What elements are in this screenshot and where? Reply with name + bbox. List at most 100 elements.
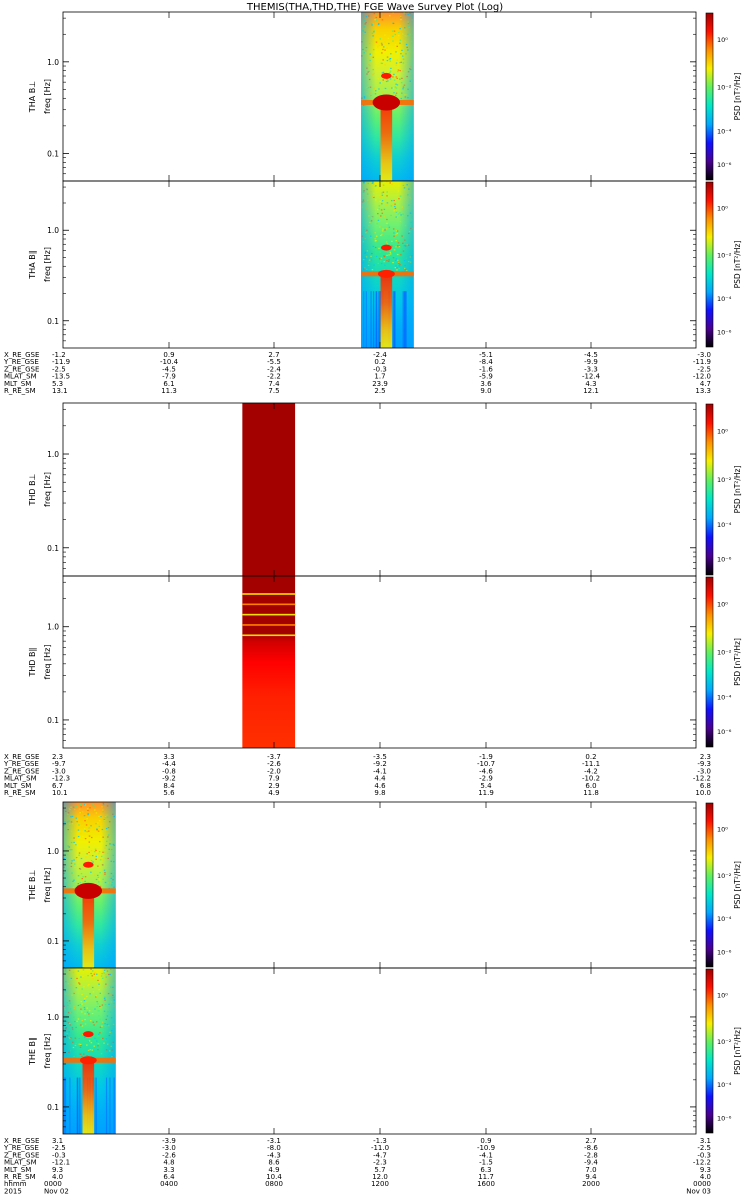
ephemeris-value: 4.6	[374, 782, 386, 790]
ephemeris-value: 12.1	[583, 387, 599, 395]
ephemeris-value: 4.7	[700, 380, 711, 388]
ephemeris-value: 13.3	[695, 387, 711, 395]
resonance-column	[380, 102, 393, 181]
date-label: Nov 03	[686, 1187, 711, 1195]
ephemeris-value: -4.1	[479, 1151, 493, 1159]
ephemeris-value: 9.3	[700, 1166, 711, 1174]
harmonic-peak	[83, 1031, 94, 1038]
colorbar-tick-label: 10⁻²	[717, 83, 732, 91]
colorbar	[705, 181, 714, 348]
ephemeris-value: 6.8	[700, 782, 711, 790]
colorbar-tick-label: 10⁻⁶	[717, 948, 732, 956]
time-tick-label: 0000	[44, 1180, 62, 1188]
resonance-column	[82, 1060, 95, 1134]
ephemeris-value: -3.7	[267, 753, 281, 761]
ephemeris-value: -1.3	[373, 1137, 387, 1145]
ephemeris-value: -11.1	[582, 760, 600, 768]
ephemeris-row-name: MLT_SM	[4, 380, 31, 388]
ephemeris-row-name: Z_RE_GSE	[4, 1151, 39, 1159]
ephemeris-value: -3.3	[584, 365, 598, 373]
ephemeris-value: 4.4	[374, 775, 386, 783]
harmonic-peak	[381, 72, 392, 79]
ephemeris-value: -2.4	[373, 351, 387, 359]
colorbar	[705, 576, 714, 748]
ephemeris-value: -2.5	[697, 365, 711, 373]
colorbar-tick-label: 10⁰	[717, 205, 728, 213]
ephemeris-value: 5.3	[52, 380, 63, 388]
panel-unit-label: freq [Hz]	[43, 79, 52, 114]
ephemeris-value: -1.6	[479, 365, 493, 373]
resonance-peak	[79, 1056, 97, 1065]
time-tick-label: 1200	[371, 1180, 389, 1188]
ephemeris-value: 4.9	[268, 789, 279, 797]
colorbar-tick-label: 10⁻⁴	[717, 915, 732, 923]
ephemeris-value: 8.4	[163, 782, 175, 790]
time-tick-label: 0800	[265, 1180, 283, 1188]
colorbar-label: PSD [nT²/Hz]	[733, 1027, 742, 1075]
ephemeris-value: -4.5	[584, 351, 598, 359]
ephemeris-value: -1.5	[479, 1159, 493, 1167]
ephemeris-value: -1.9	[479, 753, 493, 761]
ephemeris-value: -5.1	[479, 351, 493, 359]
ephemeris-value: -9.3	[697, 760, 711, 768]
panel-frame	[62, 575, 697, 749]
ephemeris-value: 0.2	[374, 358, 385, 366]
ephemeris-value: -10.4	[160, 358, 179, 366]
panel-unit-label: freq [Hz]	[43, 472, 52, 507]
spectrogram-the	[63, 802, 116, 968]
ephemeris-tha: X_RE_GSE -1.2 0.9 2.7 -2.4 -5.1 -4.5 -3.0 Y_RE_G…	[3, 351, 711, 395]
figure-title: THEMIS(THA,THD,THE) FGE Wave Survey Plot…	[246, 2, 503, 13]
ephemeris-value: -11.9	[52, 358, 70, 366]
ephemeris-value: -12.2	[693, 1159, 711, 1167]
colorbar	[705, 802, 714, 968]
ephemeris-value: 10.4	[266, 1173, 282, 1181]
spectral-line	[242, 603, 296, 606]
ephemeris-value: 4.0	[52, 1173, 63, 1181]
colorbar-tick-label: 10⁰	[717, 826, 728, 834]
ephemeris-thd: X_RE_GSE 2.3 3.3 -3.7 -3.5 -1.9 0.2 2.3 Y_RE_GSE…	[3, 753, 711, 797]
ephemeris-value: -2.2	[267, 373, 281, 381]
colorbar-tick-label: 10⁰	[717, 36, 728, 44]
ephemeris-value: -9.2	[162, 775, 176, 783]
y-tick-label: 1.0	[47, 623, 59, 632]
colorbar-tick-label: 10⁰	[717, 428, 728, 436]
spectrogram-the	[63, 968, 116, 1134]
ephemeris-value: 3.3	[163, 1166, 174, 1174]
ephemeris-value: 7.4	[268, 380, 280, 388]
colorbar	[705, 403, 714, 576]
colorbar-tick-label: 10⁻⁶	[717, 556, 732, 564]
ephemeris-value: 7.5	[268, 387, 279, 395]
colorbar-tick-label: 10⁻²	[717, 649, 732, 657]
colorbar	[705, 12, 714, 181]
ephemeris-value: -9.7	[52, 760, 66, 768]
ephemeris-value: -2.5	[52, 365, 66, 373]
ephemeris-row-name: R_RE_SM	[4, 1173, 36, 1181]
ephemeris-value: -3.0	[52, 767, 66, 775]
ephemeris-value: -12.4	[582, 373, 601, 381]
spectral-line	[242, 593, 296, 595]
ephemeris-value: -9.2	[373, 760, 387, 768]
date-label: Nov 02	[44, 1187, 69, 1195]
ephemeris-value: -3.0	[697, 351, 711, 359]
ephemeris-value: 4.0	[700, 1173, 711, 1181]
time-row-label: 2015	[4, 1187, 22, 1195]
ephemeris-value: -11.0	[371, 1144, 389, 1152]
ephemeris-value: 3.3	[163, 753, 174, 761]
panel-thd-perp: 0.1 1.0 THD B⊥ freq [Hz] 10⁰ 10⁻² 10⁻⁴ 10⁻⁶ PSD …	[28, 402, 742, 577]
ephemeris-value: 6.0	[585, 782, 596, 790]
ephemeris-value: 2.3	[52, 753, 63, 761]
ephemeris-the: X_RE_GSE 3.1 -3.9 -3.1 -1.3 0.9 2.7 3.1 Y_RE_GSE…	[3, 1137, 711, 1181]
ephemeris-value: -7.9	[162, 373, 176, 381]
ephemeris-value: -10.9	[477, 1144, 495, 1152]
spectral-line	[242, 634, 296, 637]
ephemeris-value: 7.9	[268, 775, 279, 783]
ephemeris-value: 5.7	[374, 1166, 385, 1174]
ephemeris-row-name: X_RE_GSE	[4, 1137, 39, 1145]
ephemeris-value: -13.5	[52, 373, 70, 381]
panel-label: THE B∥	[28, 1037, 37, 1066]
ephemeris-value: 12.0	[372, 1173, 388, 1181]
resonance-peak	[372, 94, 401, 111]
time-tick-label: 0000	[693, 1180, 711, 1188]
panel-frame	[62, 180, 697, 349]
ephemeris-value: 9.0	[480, 387, 491, 395]
